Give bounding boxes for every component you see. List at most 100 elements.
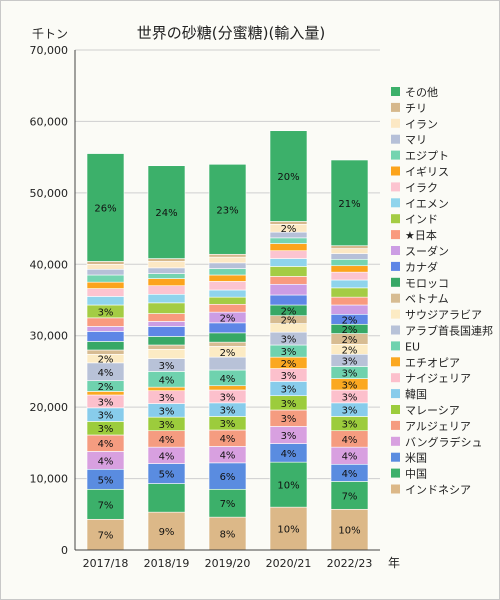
bar-segment — [86, 153, 125, 262]
bar-segment — [330, 265, 369, 273]
x-tick-label: 2019/20 — [205, 557, 251, 570]
legend-swatch — [391, 325, 400, 335]
bar-segment — [86, 488, 125, 520]
data-label: 3% — [159, 393, 175, 404]
bar-segment — [86, 296, 125, 306]
legend-swatch — [391, 436, 400, 446]
legend-swatch — [391, 357, 400, 367]
bar-segment — [147, 511, 186, 551]
axes: 0 10,000 20,000 30,000 40,000 50,000 60,000 70,… — [30, 44, 380, 570]
legend-swatch — [391, 389, 400, 399]
data-label: 3% — [98, 411, 114, 422]
bar-segment — [330, 279, 369, 289]
legend-swatch — [391, 452, 400, 462]
data-label: 23% — [216, 205, 238, 216]
bar-segment — [208, 163, 247, 255]
bar-segment — [86, 268, 125, 276]
legend-swatch — [391, 246, 400, 255]
legend-label: ナイジェリア — [405, 372, 471, 385]
bar-segment — [147, 386, 186, 392]
legend-swatch — [391, 484, 400, 494]
data-label: 3% — [220, 392, 236, 403]
bar-segment — [269, 237, 308, 244]
data-label: 2% — [281, 224, 297, 235]
bar-segment — [147, 344, 186, 350]
data-label: 4% — [342, 435, 358, 446]
legend-swatch — [391, 134, 400, 144]
bar-segment — [147, 267, 186, 274]
y-tick-label: 40,000 — [30, 258, 69, 271]
bar-segment — [208, 289, 247, 298]
data-label: 3% — [98, 307, 114, 318]
bar-segment — [269, 506, 308, 551]
bar-segment — [147, 285, 186, 295]
legend-label: 韓国 — [405, 388, 427, 401]
data-label: 3% — [342, 380, 358, 391]
bar-segment — [147, 326, 186, 337]
bar-segment — [208, 462, 247, 490]
data-label: 4% — [98, 456, 114, 467]
data-label: 4% — [342, 452, 358, 463]
data-label: 6% — [220, 472, 236, 483]
data-label: 2% — [281, 306, 297, 317]
bar-segment — [330, 296, 369, 306]
bar-segment — [330, 304, 369, 315]
legend-label: イラン — [405, 118, 438, 131]
legend-label: 中国 — [405, 468, 427, 481]
bar-segment — [147, 313, 186, 322]
y-tick-label: 70,000 — [30, 44, 69, 57]
data-label: 3% — [159, 406, 175, 417]
bar-segment — [330, 258, 369, 267]
legend-swatch — [391, 293, 400, 303]
legend-swatch — [391, 405, 400, 414]
data-label: 24% — [155, 208, 177, 219]
data-label: 9% — [159, 527, 175, 538]
legend-label: スーダン — [405, 244, 449, 258]
data-label: 4% — [159, 451, 175, 462]
data-label: 5% — [159, 470, 175, 481]
data-label: 4% — [342, 469, 358, 480]
bar-segment — [269, 243, 308, 252]
bar-segment — [208, 268, 247, 276]
legend-label: EU — [405, 340, 420, 353]
bar-segment — [330, 248, 369, 254]
bar-segment — [147, 483, 186, 513]
bar-segment — [208, 274, 247, 282]
legend-label: アルジェリア — [405, 420, 471, 433]
legend-swatch — [391, 214, 400, 224]
y-tick-label: 50,000 — [30, 187, 69, 200]
bar-segment — [147, 302, 186, 314]
bar-segment — [330, 159, 369, 247]
bar-segment — [269, 258, 308, 267]
legend-swatch — [391, 341, 400, 351]
bar-segment — [208, 332, 247, 343]
legend-swatch — [391, 277, 400, 287]
data-label: 4% — [220, 374, 236, 385]
bar-segment — [269, 461, 308, 508]
bar-segment — [86, 281, 125, 289]
bar-segment — [208, 296, 247, 305]
legend-label: マレーシア — [405, 404, 460, 417]
data-label: 2% — [220, 314, 236, 325]
legend-swatch — [391, 373, 400, 383]
data-label: 3% — [281, 399, 297, 410]
data-label: 3% — [342, 356, 358, 367]
bar-segment — [147, 336, 186, 346]
data-label: 10% — [277, 525, 299, 536]
bar-segment — [208, 385, 247, 391]
bar-segment — [269, 250, 308, 259]
bar-segment — [269, 221, 308, 225]
data-label: 7% — [220, 499, 236, 510]
bar-segment — [208, 356, 247, 371]
bar-segment — [269, 276, 308, 285]
data-label: 3% — [342, 406, 358, 417]
data-label: 7% — [98, 531, 114, 542]
data-label: 4% — [98, 439, 114, 450]
bar-segment — [86, 274, 125, 283]
bar-segment — [269, 130, 308, 222]
legend-label: バングラデシュ — [405, 435, 483, 449]
x-tick-label: 2022/23 — [327, 557, 373, 570]
data-label: 2% — [281, 359, 297, 370]
